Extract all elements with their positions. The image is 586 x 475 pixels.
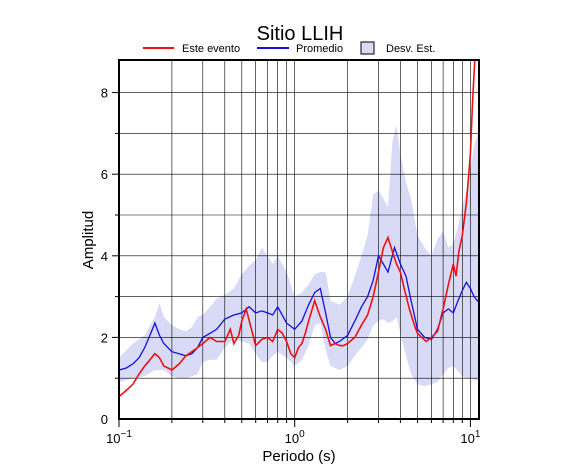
y-tick-label: 4 bbox=[101, 249, 108, 264]
plot-frame bbox=[118, 59, 480, 420]
legend-label-band: Desv. Est. bbox=[386, 43, 435, 55]
chart-title: Sitio LLIH bbox=[257, 23, 344, 45]
x-tick-label: 10−1 bbox=[106, 429, 132, 446]
y-tick-label: 6 bbox=[101, 167, 108, 182]
x-tick-label: 101 bbox=[460, 429, 480, 446]
x-gridlines bbox=[171, 60, 471, 419]
plot-area bbox=[118, 59, 480, 420]
legend: Este evento Promedio Desv. Est. bbox=[143, 41, 435, 55]
x-tick-label: 100 bbox=[285, 429, 305, 446]
legend-label-mean: Promedio bbox=[296, 43, 343, 55]
legend-swatch-band bbox=[360, 41, 375, 55]
event-series-line bbox=[118, 59, 476, 398]
x-axis: 10−1 100 101 bbox=[106, 419, 481, 446]
legend-label-event: Este evento bbox=[182, 43, 240, 55]
y-axis: 0 2 4 6 8 bbox=[101, 86, 119, 427]
std-dev-band bbox=[119, 125, 479, 387]
y-tick-label: 0 bbox=[101, 412, 108, 427]
y-gridlines bbox=[119, 92, 479, 379]
y-axis-label: Amplitud bbox=[80, 211, 97, 269]
x-axis-label: Periodo (s) bbox=[262, 448, 335, 465]
y-tick-label: 2 bbox=[101, 330, 108, 345]
mean-series-line bbox=[118, 245, 480, 371]
y-tick-label: 8 bbox=[101, 86, 108, 101]
